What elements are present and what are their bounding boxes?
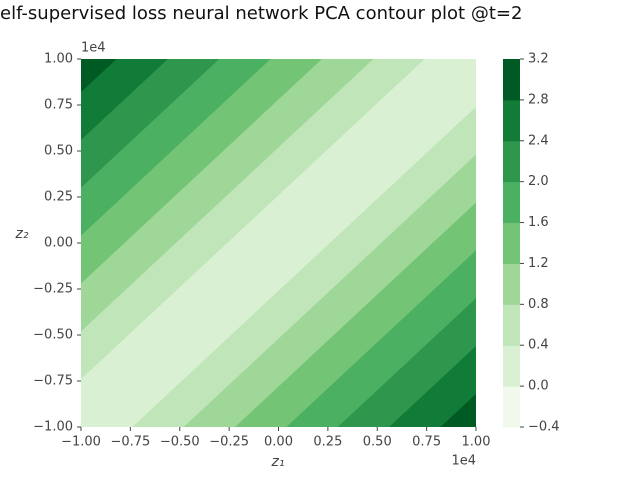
x-tick-label: −0.75 [110,435,150,450]
x-tick-label: −0.25 [209,435,249,450]
y-axis-label: z₂ [15,226,29,242]
x-tick-label: 0.25 [313,435,342,450]
colorbar-tick-label: 1.6 [528,215,549,230]
colorbar-segment [503,222,520,264]
y-tick-label: −0.75 [33,374,73,389]
y-tick-label: 0.50 [44,144,73,159]
x-offset-label: 1e4 [451,454,476,469]
colorbar-tick-label: 0.0 [528,379,549,394]
x-tick-label: 0.75 [412,435,441,450]
colorbar-tick-label: 0.8 [528,297,549,312]
x-tick-label: 0.00 [264,435,293,450]
colorbar-tick-label: 1.2 [528,256,549,271]
x-tick-label: 0.50 [363,435,392,450]
colorbar-tick-label: 2.0 [528,174,549,189]
colorbar-tick-label: 0.4 [528,338,549,353]
colorbar-segment [503,345,520,387]
colorbar-tick-label: −0.4 [528,420,560,435]
y-tick-label: 0.25 [44,190,73,205]
colorbar-segment [503,140,520,183]
y-tick-label: 0.75 [44,98,73,113]
y-tick-label: 0.00 [44,236,73,251]
y-tick-label: 1.00 [44,52,73,67]
colorbar-segment [503,181,520,224]
chart-title: elf-supervised loss neural network PCA c… [0,3,522,24]
colorbar-tick-label: 3.2 [528,52,549,67]
colorbar-segment [503,99,520,142]
colorbar-tick-label: 2.4 [528,133,549,148]
x-tick-label: 1.00 [462,435,491,450]
colorbar-segment [503,59,520,101]
x-tick-label: −0.50 [160,435,200,450]
x-tick-label: −1.00 [61,435,101,450]
y-tick-label: −0.50 [33,328,73,343]
y-offset-label: 1e4 [81,41,106,56]
colorbar-tick-label: 2.8 [528,92,549,107]
x-axis-label: z₁ [271,454,285,470]
colorbar-segment [503,386,520,428]
colorbar-segment [503,304,520,346]
colorbar-segment [503,263,520,305]
y-tick-label: −0.25 [33,282,73,297]
y-tick-label: −1.00 [33,420,73,435]
